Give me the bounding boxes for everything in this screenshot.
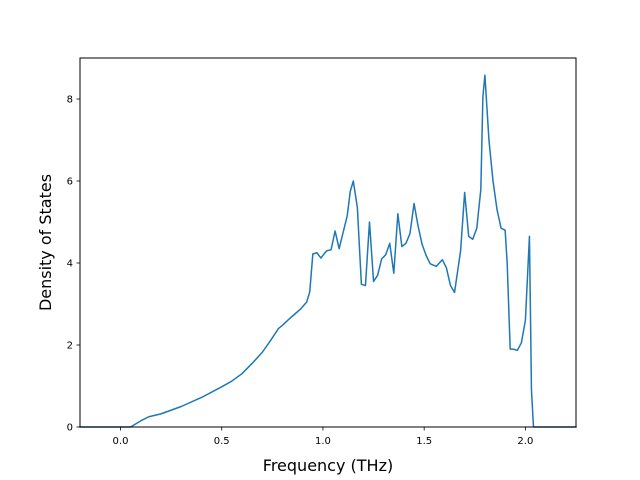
x-tick-label: 2.0 [517,436,533,447]
y-tick-label: 8 [67,95,73,106]
y-tick-label: 2 [67,341,73,352]
x-axis: 0.0 0.5 1.0 1.5 2.0 [113,427,533,447]
x-tick-label: 0.0 [113,436,129,447]
y-tick-label: 4 [67,259,73,270]
y-tick-label: 0 [67,423,73,434]
plot-layer [79,74,577,428]
y-tick-label: 6 [67,177,73,188]
x-tick-label: 0.5 [214,436,230,447]
y-axis: 0 2 4 6 8 [67,95,80,434]
x-tick-label: 1.5 [416,436,432,447]
series-line-0 [79,74,577,428]
x-axis-label: Frequency (THz) [263,456,393,475]
plot-frame [79,57,577,428]
x-tick-label: 1.0 [315,436,331,447]
y-axis-label: Density of States [36,174,55,311]
